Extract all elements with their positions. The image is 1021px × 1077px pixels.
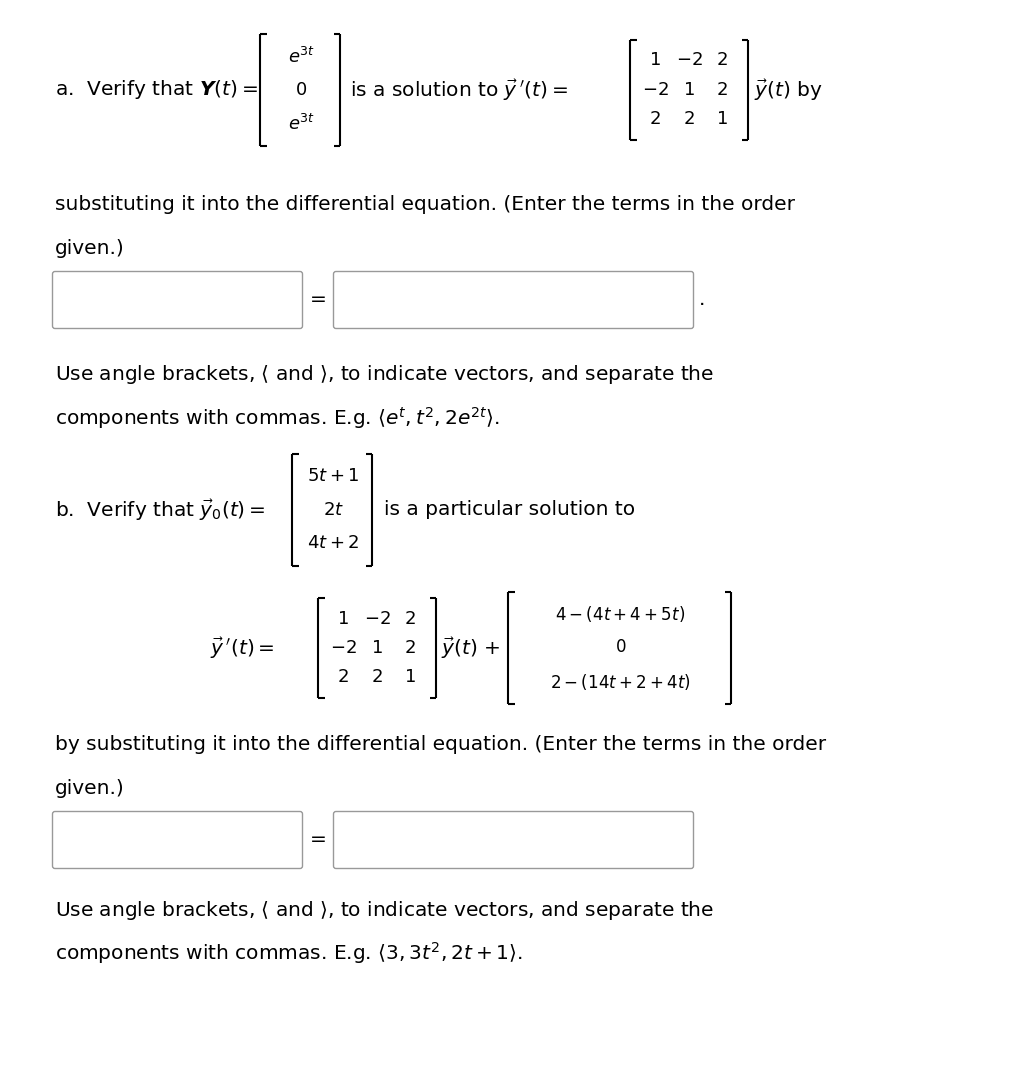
Text: a.  Verify that $\boldsymbol{Y}(t) =$: a. Verify that $\boldsymbol{Y}(t) =$ xyxy=(55,79,258,101)
Text: $1$: $1$ xyxy=(683,81,695,99)
Text: $2$: $2$ xyxy=(716,81,728,99)
Text: $\vec{y}(t)$ by: $\vec{y}(t)$ by xyxy=(753,78,823,102)
Text: Use angle brackets, $\langle$ and $\rangle$, to indicate vectors, and separate t: Use angle brackets, $\langle$ and $\rang… xyxy=(55,898,714,922)
Text: $\vec{y}\,^\prime(t) =$: $\vec{y}\,^\prime(t) =$ xyxy=(210,635,275,661)
Text: $1$: $1$ xyxy=(404,669,416,686)
Text: is a particular solution to: is a particular solution to xyxy=(384,501,635,519)
Text: $1$: $1$ xyxy=(337,610,349,628)
Text: $0$: $0$ xyxy=(295,81,307,99)
Text: $2$: $2$ xyxy=(371,669,383,686)
Text: $2$: $2$ xyxy=(404,610,416,628)
Text: Use angle brackets, $\langle$ and $\rangle$, to indicate vectors, and separate t: Use angle brackets, $\langle$ and $\rang… xyxy=(55,364,714,387)
Text: given.): given.) xyxy=(55,779,125,797)
Text: given.): given.) xyxy=(55,238,125,257)
Text: b.  Verify that $\vec{y}_0(t) =$: b. Verify that $\vec{y}_0(t) =$ xyxy=(55,498,265,522)
Text: $4-(4t+4+5t)$: $4-(4t+4+5t)$ xyxy=(555,604,685,625)
Text: substituting it into the differential equation. (Enter the terms in the order: substituting it into the differential eq… xyxy=(55,196,795,214)
Text: $2$: $2$ xyxy=(404,639,416,657)
Text: $1$: $1$ xyxy=(371,639,383,657)
Text: $-2$: $-2$ xyxy=(363,610,390,628)
Text: components with commas. E.g. $\langle 3, 3t^2, 2t + 1\rangle$.: components with commas. E.g. $\langle 3,… xyxy=(55,940,523,966)
Text: $2$: $2$ xyxy=(337,669,349,686)
Text: $5t + 1$: $5t + 1$ xyxy=(307,467,359,486)
Text: =: = xyxy=(309,291,327,309)
Text: $1$: $1$ xyxy=(716,111,728,128)
FancyBboxPatch shape xyxy=(334,811,693,868)
Text: $2t$: $2t$ xyxy=(323,501,344,519)
Text: $2$: $2$ xyxy=(649,111,661,128)
FancyBboxPatch shape xyxy=(334,271,693,328)
Text: $-2$: $-2$ xyxy=(330,639,356,657)
Text: $-2$: $-2$ xyxy=(676,52,702,70)
Text: $4t + 2$: $4t + 2$ xyxy=(307,534,359,553)
Text: $e^{3t}$: $e^{3t}$ xyxy=(288,113,315,134)
Text: by substituting it into the differential equation. (Enter the terms in the order: by substituting it into the differential… xyxy=(55,736,826,755)
Text: =: = xyxy=(309,830,327,850)
Text: $e^{3t}$: $e^{3t}$ xyxy=(288,46,315,67)
Text: $1$: $1$ xyxy=(649,52,661,70)
FancyBboxPatch shape xyxy=(52,811,302,868)
Text: $0$: $0$ xyxy=(615,640,626,657)
FancyBboxPatch shape xyxy=(52,271,302,328)
Text: $2$: $2$ xyxy=(716,52,728,70)
Text: $2$: $2$ xyxy=(683,111,695,128)
Text: $\vec{y}(t)$ +: $\vec{y}(t)$ + xyxy=(441,635,500,661)
Text: .: . xyxy=(699,291,706,309)
Text: components with commas. E.g. $\langle e^t, t^2, 2e^{2t}\rangle$.: components with commas. E.g. $\langle e^… xyxy=(55,405,499,431)
Text: $2-(14t+2+4t)$: $2-(14t+2+4t)$ xyxy=(550,671,691,691)
Text: is a solution to $\vec{y}\,^\prime(t) =$: is a solution to $\vec{y}\,^\prime(t) =$ xyxy=(350,78,568,102)
Text: $-2$: $-2$ xyxy=(641,81,669,99)
